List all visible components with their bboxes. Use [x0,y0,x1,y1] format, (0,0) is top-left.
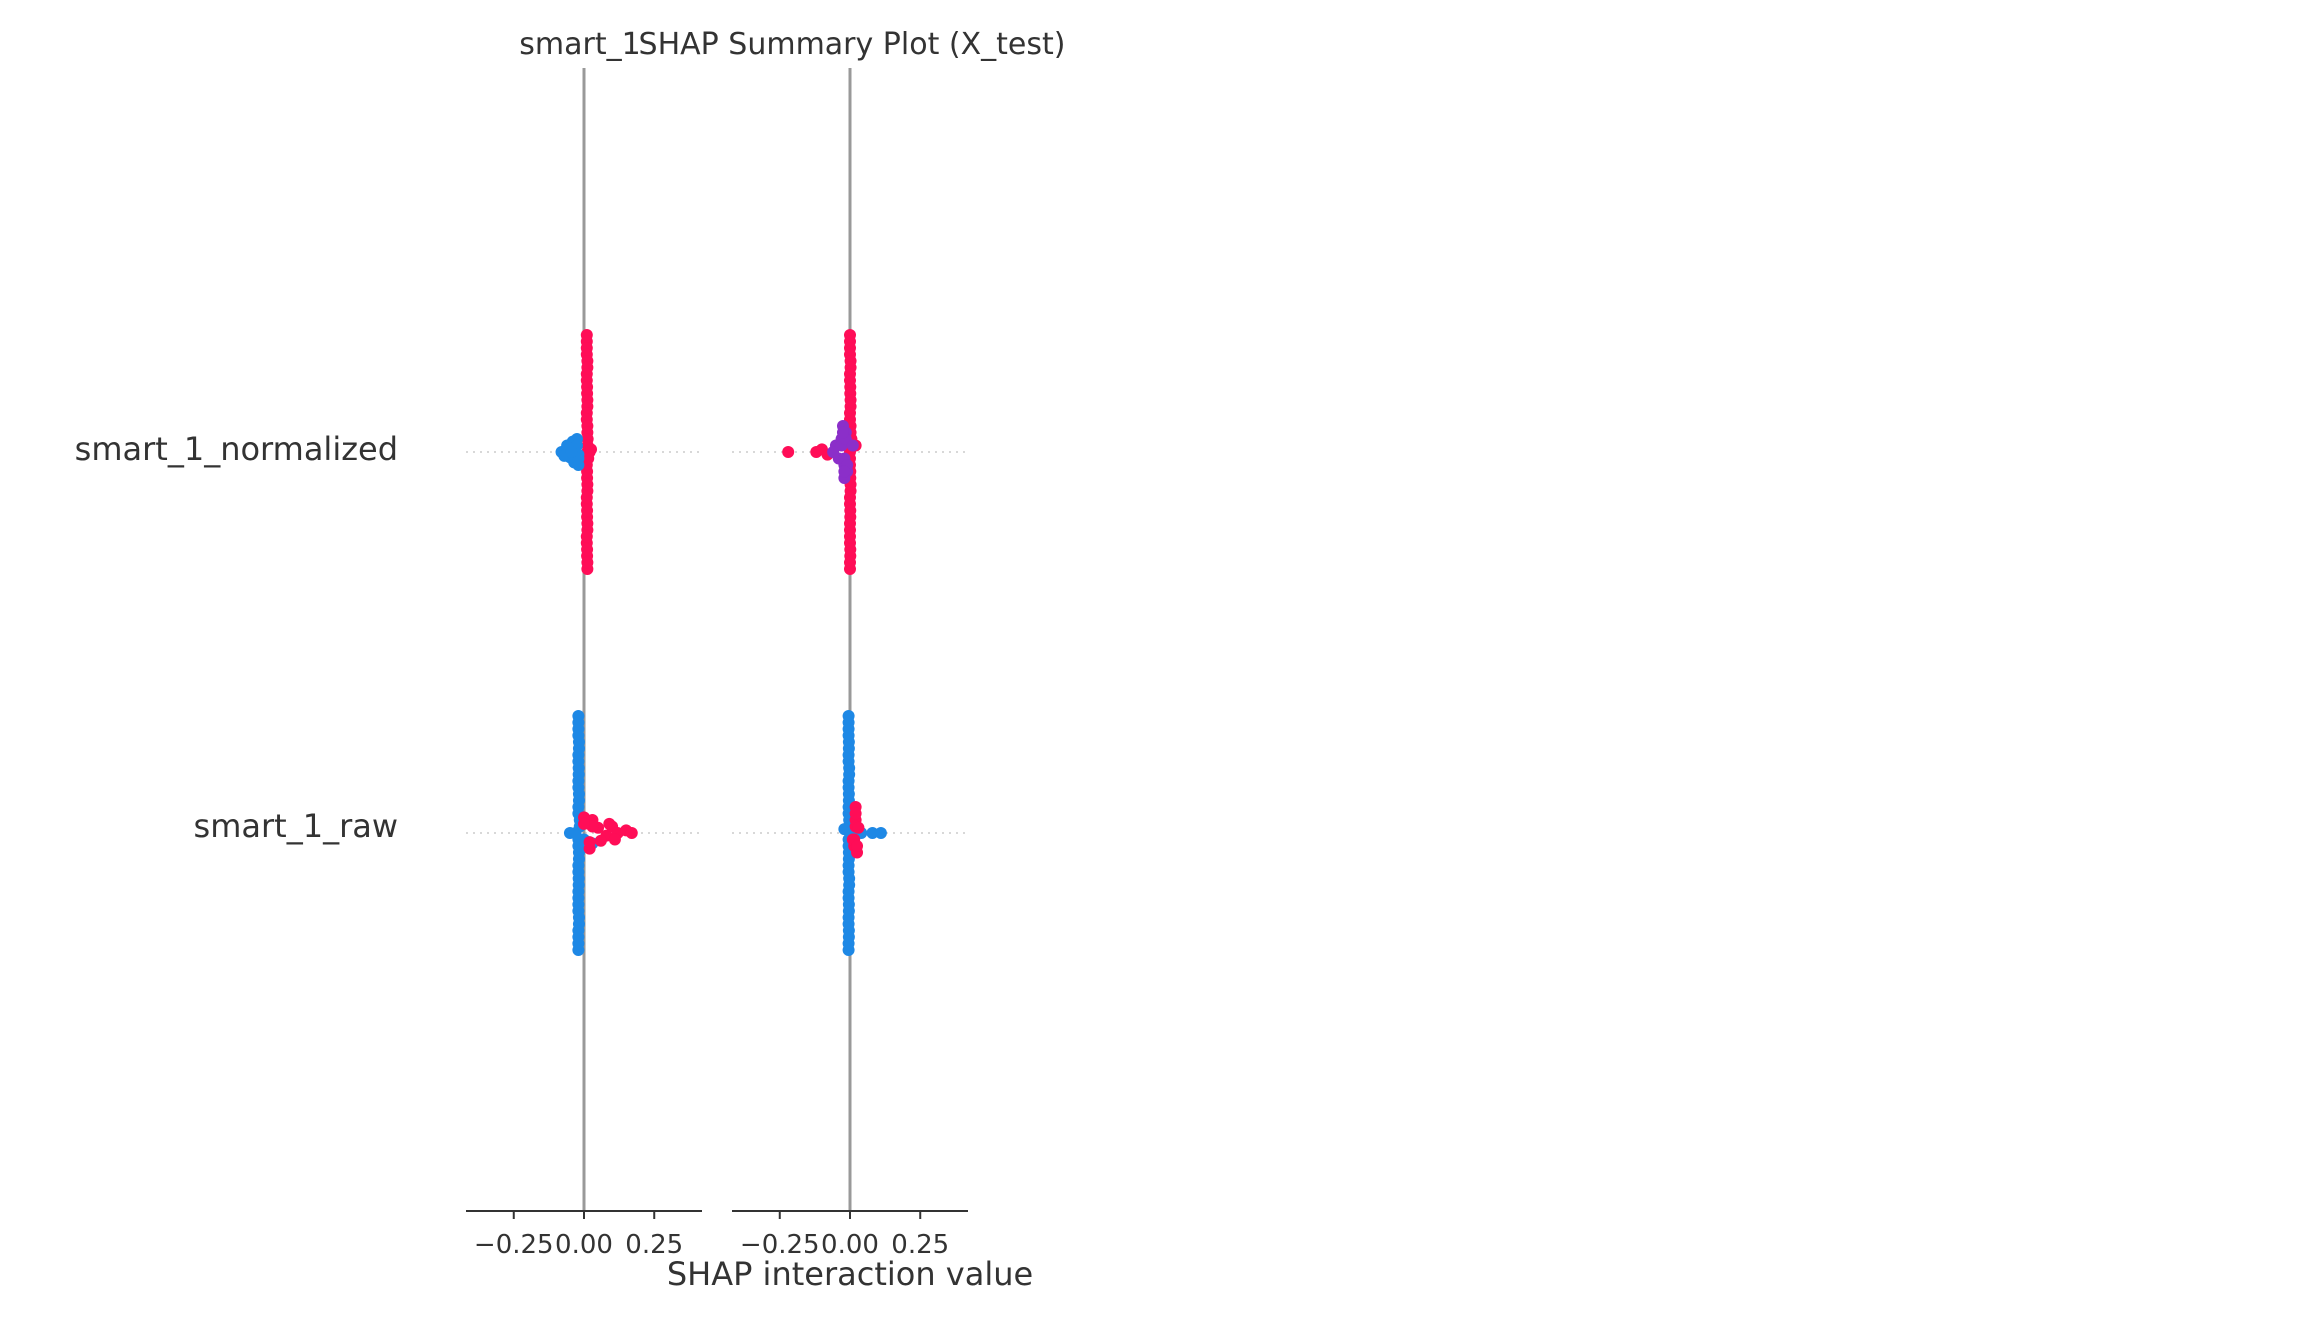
shap-point [572,937,585,950]
shap-point [851,840,864,852]
shap-point [866,827,879,839]
x-tick-label: 0.00 [555,1230,613,1260]
shap-point [838,465,851,478]
shap-point [838,823,851,836]
shap-point [844,491,856,504]
x-tick-label: −0.25 [740,1230,820,1260]
x-tick-label: 0.25 [625,1230,683,1260]
shap-point [583,836,596,849]
shap-point [581,556,594,569]
shap-point [582,452,595,465]
shap-point [849,807,862,820]
shap-point [842,898,855,911]
shap-point [585,443,598,456]
chart-title: SHAP Summary Plot (X_test) [639,27,1066,62]
shap-point [836,426,849,439]
shap-point [565,446,578,458]
shap-point [594,834,607,847]
shap-point [844,543,857,556]
shap-point [572,924,585,937]
shap-point [842,911,855,924]
x-tick-label: −0.25 [474,1230,554,1260]
shap-point [608,833,621,846]
shap-point [580,530,593,543]
shap-point [581,504,594,517]
shap-point [625,827,638,839]
shap-point [563,827,576,839]
shap-point [572,846,585,859]
x-tick-label: 0.00 [821,1230,879,1260]
shap-point [572,885,585,898]
shap-point [842,859,855,872]
x-axis-label: SHAP interaction value [667,1255,1033,1293]
shap-point [844,556,856,569]
shap-point [846,439,859,452]
shap-point [581,543,594,556]
shap-point [827,446,840,458]
shap-point [842,924,855,937]
shap-point [874,827,887,839]
shap-point [581,517,594,530]
shap-point [603,817,616,830]
shap-point [852,821,865,834]
shap-point [581,478,594,491]
shap-point [572,911,585,924]
shap-point [580,491,593,504]
shap-point [572,859,585,872]
shap-point [572,898,585,911]
shap-point [572,872,585,885]
shap-point [842,937,855,950]
feature-label-smart-1-raw: smart_1_raw [194,807,398,845]
x-tick-label: 0.25 [891,1230,949,1260]
shap-point [578,817,590,830]
feature-label-smart-1-normalized: smart_1_normalized [75,430,398,468]
shap-point [844,517,856,530]
shap-point [581,465,594,478]
shap-point [844,530,856,543]
shap-point [843,872,856,885]
left-panel-title: smart_1 [519,27,640,62]
shap-point [842,885,855,898]
shap-point [782,446,795,458]
shap-point [844,504,857,517]
panels: −0.25 0.00 0.25 −0.25 0.00 0.25 [466,68,968,1260]
